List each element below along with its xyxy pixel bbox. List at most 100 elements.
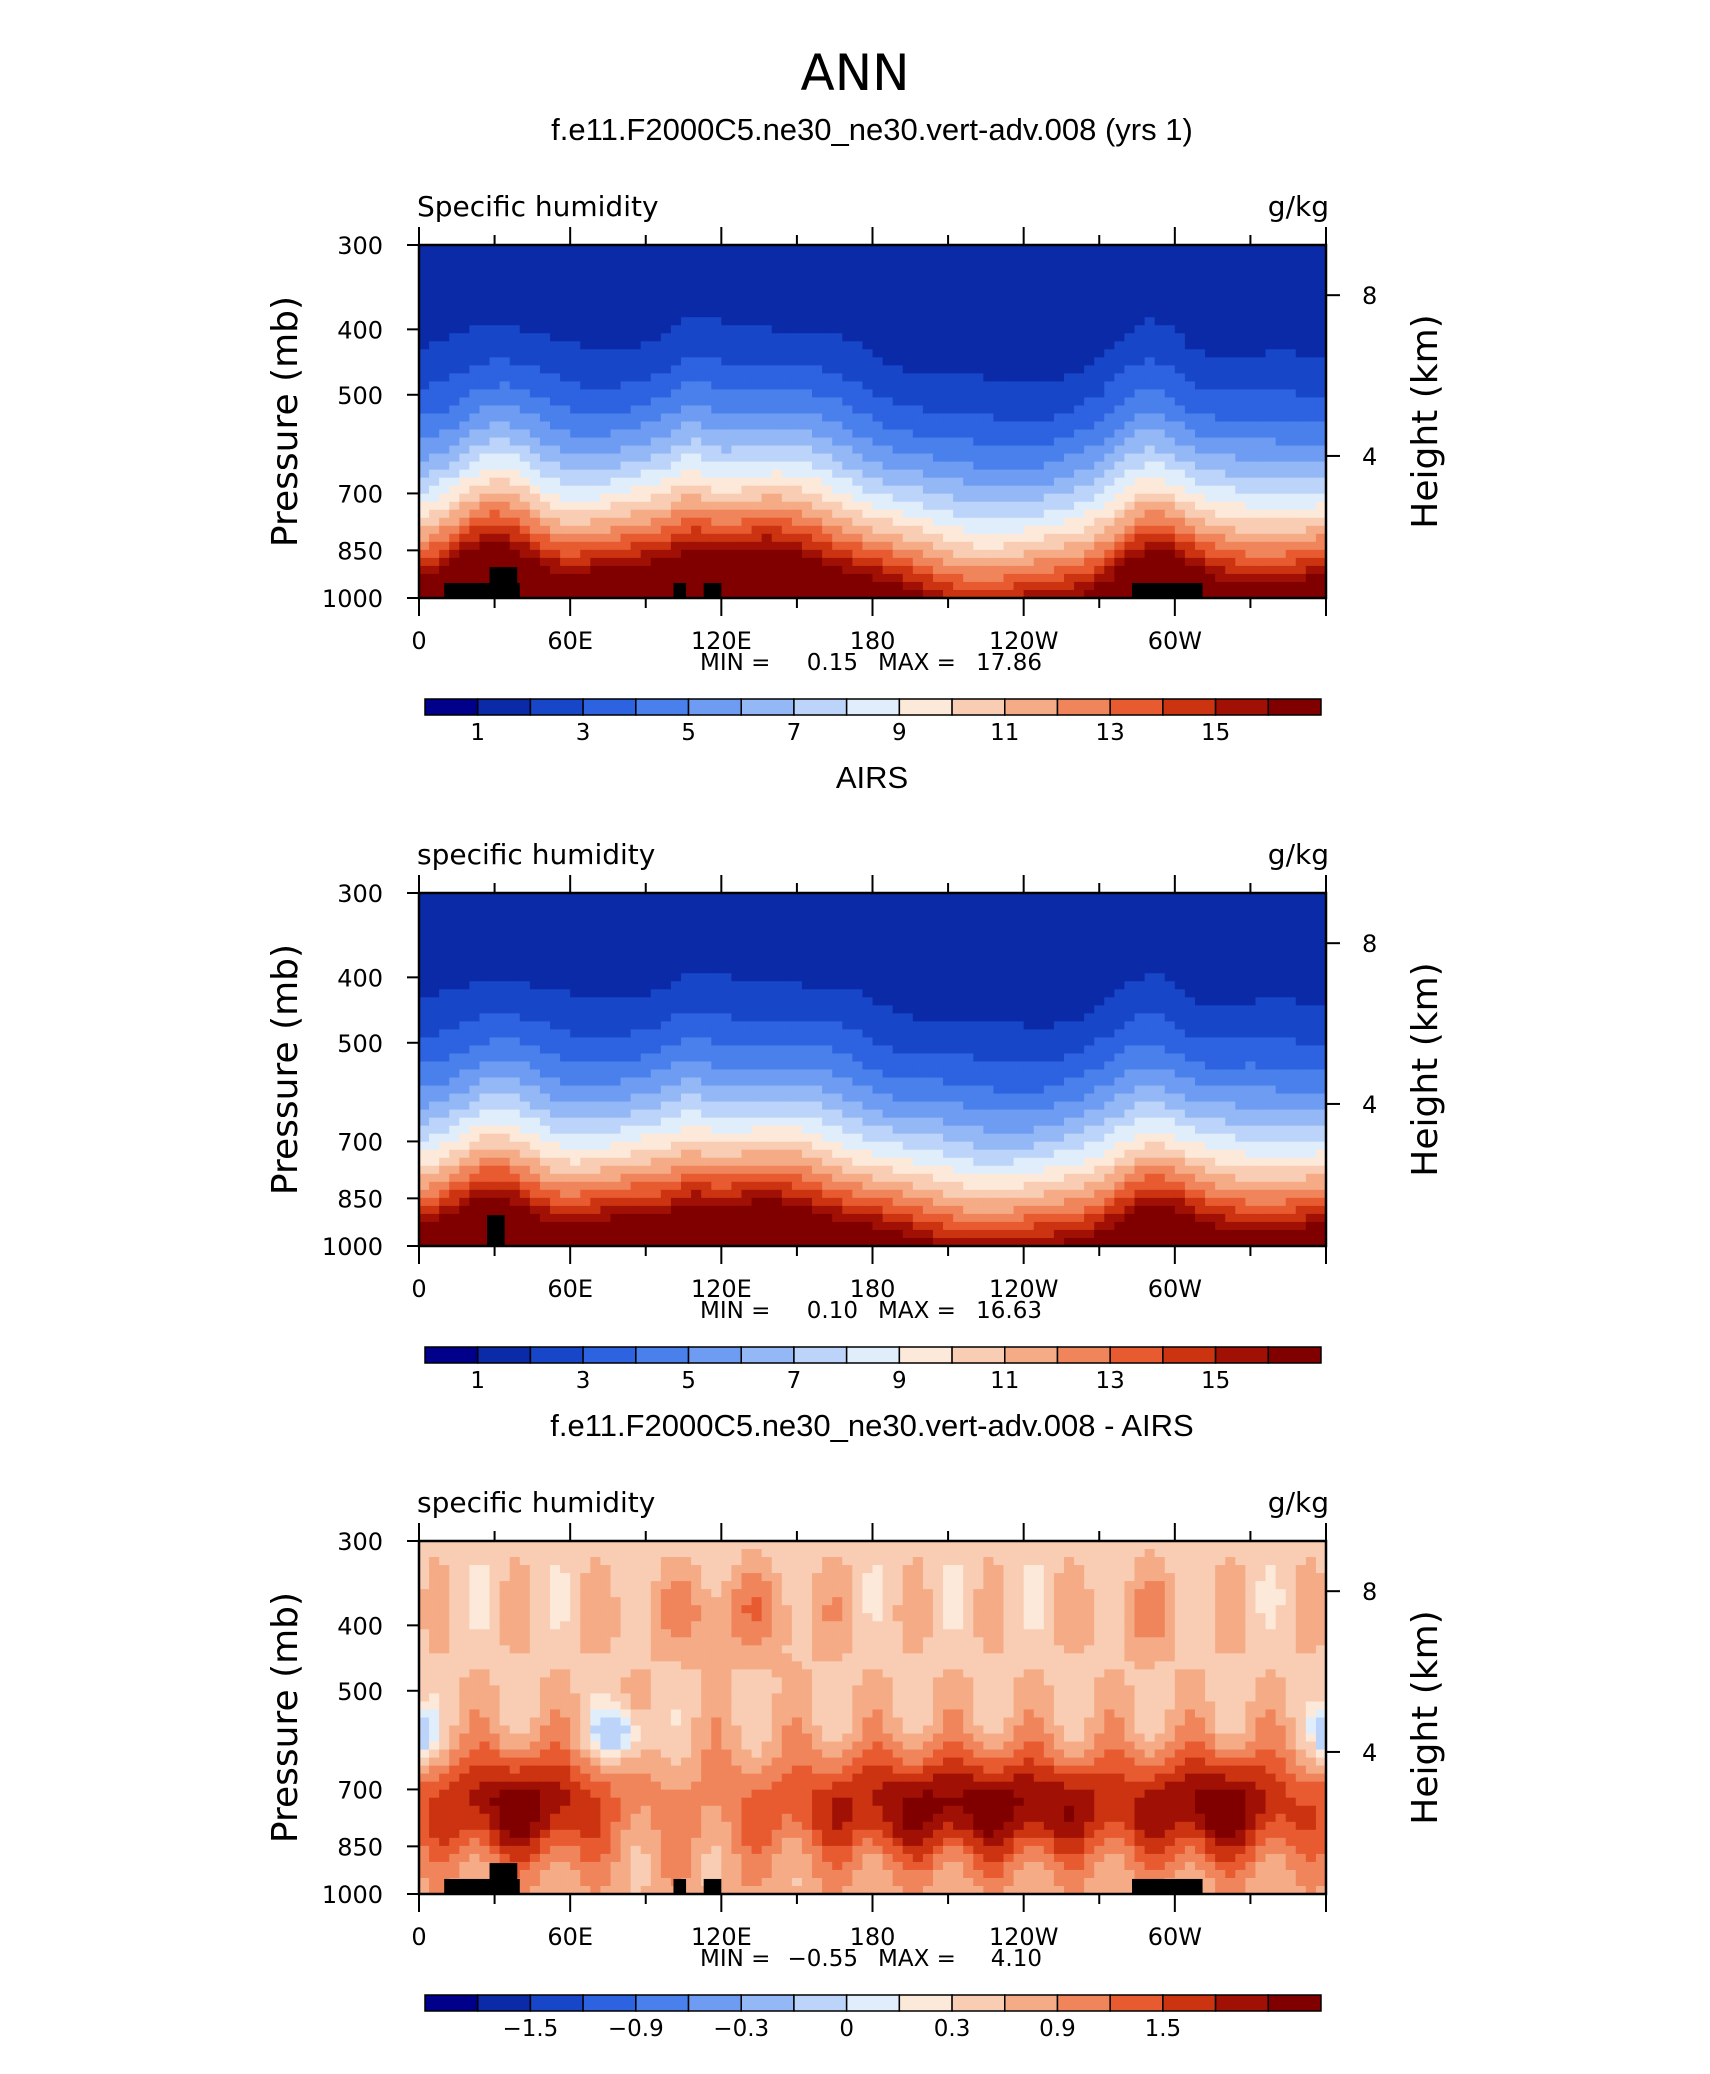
field-cell	[922, 285, 934, 294]
field-cell	[1063, 941, 1075, 950]
field-cell	[973, 501, 984, 511]
field-cell	[1245, 509, 1257, 519]
field-cell	[1023, 573, 1035, 583]
field-cell	[781, 973, 793, 982]
field-cell	[953, 525, 964, 535]
field-cell	[1134, 317, 1146, 326]
field-cell	[1215, 517, 1226, 527]
field-cell	[751, 397, 763, 407]
field-cell	[1003, 581, 1015, 591]
field-cell	[741, 973, 753, 982]
field-cell	[660, 269, 672, 278]
field-cell	[570, 933, 581, 942]
field-cell	[902, 469, 914, 479]
min-label: MIN =	[700, 650, 770, 676]
field-cell	[1225, 373, 1236, 382]
field-cell	[1074, 525, 1085, 535]
field-cell	[1033, 277, 1045, 286]
field-cell	[892, 493, 904, 503]
field-cell	[781, 565, 793, 575]
field-cell	[1194, 477, 1206, 487]
field-cell	[519, 501, 531, 511]
field-cell	[791, 333, 803, 342]
field-cell	[741, 421, 753, 431]
field-cell	[570, 357, 581, 366]
panel-title: f.e11.F2000C5.ne30_ne30.vert-adv.008 (yr…	[551, 112, 1193, 147]
field-cell	[1265, 381, 1277, 391]
field-cell	[721, 381, 733, 391]
field-cell	[1245, 429, 1257, 439]
field-cell	[560, 565, 571, 575]
field-cell	[1205, 957, 1216, 966]
field-cell	[1003, 549, 1015, 559]
colorbar-box	[1267, 698, 1322, 716]
field-cell	[640, 349, 652, 358]
field-cell	[721, 309, 733, 318]
field-cell	[539, 341, 551, 350]
field-cell	[1295, 893, 1307, 902]
field-cell	[670, 317, 682, 326]
field-cell	[1164, 293, 1176, 302]
field-cell	[701, 261, 712, 270]
field-cell	[1104, 469, 1115, 479]
field-cell	[1134, 253, 1146, 262]
field-cell	[550, 941, 561, 950]
field-cell	[1053, 285, 1065, 294]
field-cell	[1265, 341, 1277, 350]
field-cell	[822, 341, 833, 350]
field-cell	[640, 245, 652, 254]
field-cell	[832, 253, 843, 262]
field-cell	[519, 373, 531, 382]
field-cell	[1134, 389, 1146, 399]
contour-field	[419, 245, 1327, 599]
field-cell	[862, 941, 874, 950]
field-cell	[812, 301, 823, 310]
field-cell	[681, 349, 692, 358]
field-cell	[1074, 285, 1085, 294]
field-cell	[1084, 477, 1095, 487]
field-cell	[751, 501, 763, 511]
field-cell	[791, 349, 803, 358]
field-cell	[801, 317, 813, 326]
field-cell	[701, 517, 712, 527]
field-cell	[610, 341, 622, 350]
field-cell	[509, 285, 521, 294]
field-cell	[469, 949, 481, 958]
field-cell	[660, 893, 672, 902]
field-cell	[1215, 541, 1226, 551]
field-cell	[1315, 541, 1327, 551]
field-cell	[711, 973, 722, 982]
field-cell	[630, 485, 642, 495]
field-cell	[1225, 429, 1236, 439]
field-cell	[892, 325, 904, 334]
field-cell	[650, 493, 662, 503]
field-cell	[550, 261, 561, 270]
field-cell	[1094, 301, 1105, 310]
field-cell	[1194, 453, 1206, 463]
field-cell	[1114, 493, 1126, 503]
field-cell	[842, 309, 853, 318]
field-cell	[1023, 485, 1035, 495]
field-cell	[882, 413, 894, 423]
field-cell	[1225, 365, 1236, 374]
field-cell	[691, 341, 702, 350]
field-cell	[570, 949, 581, 958]
field-cell	[1174, 949, 1186, 958]
field-cell	[1094, 941, 1105, 950]
field-cell	[429, 973, 440, 982]
field-cell	[932, 573, 944, 583]
field-cell	[630, 341, 642, 350]
field-cell	[529, 565, 541, 575]
field-cell	[590, 533, 601, 543]
field-cell	[660, 965, 672, 974]
field-cell	[1114, 933, 1126, 942]
field-cell	[630, 493, 642, 503]
field-cell	[1094, 925, 1105, 934]
field-cell	[1094, 549, 1105, 559]
field-cell	[479, 453, 491, 463]
field-cell	[1164, 477, 1176, 487]
field-cell	[1063, 501, 1075, 511]
field-cell	[943, 509, 954, 519]
field-cell	[419, 917, 430, 926]
